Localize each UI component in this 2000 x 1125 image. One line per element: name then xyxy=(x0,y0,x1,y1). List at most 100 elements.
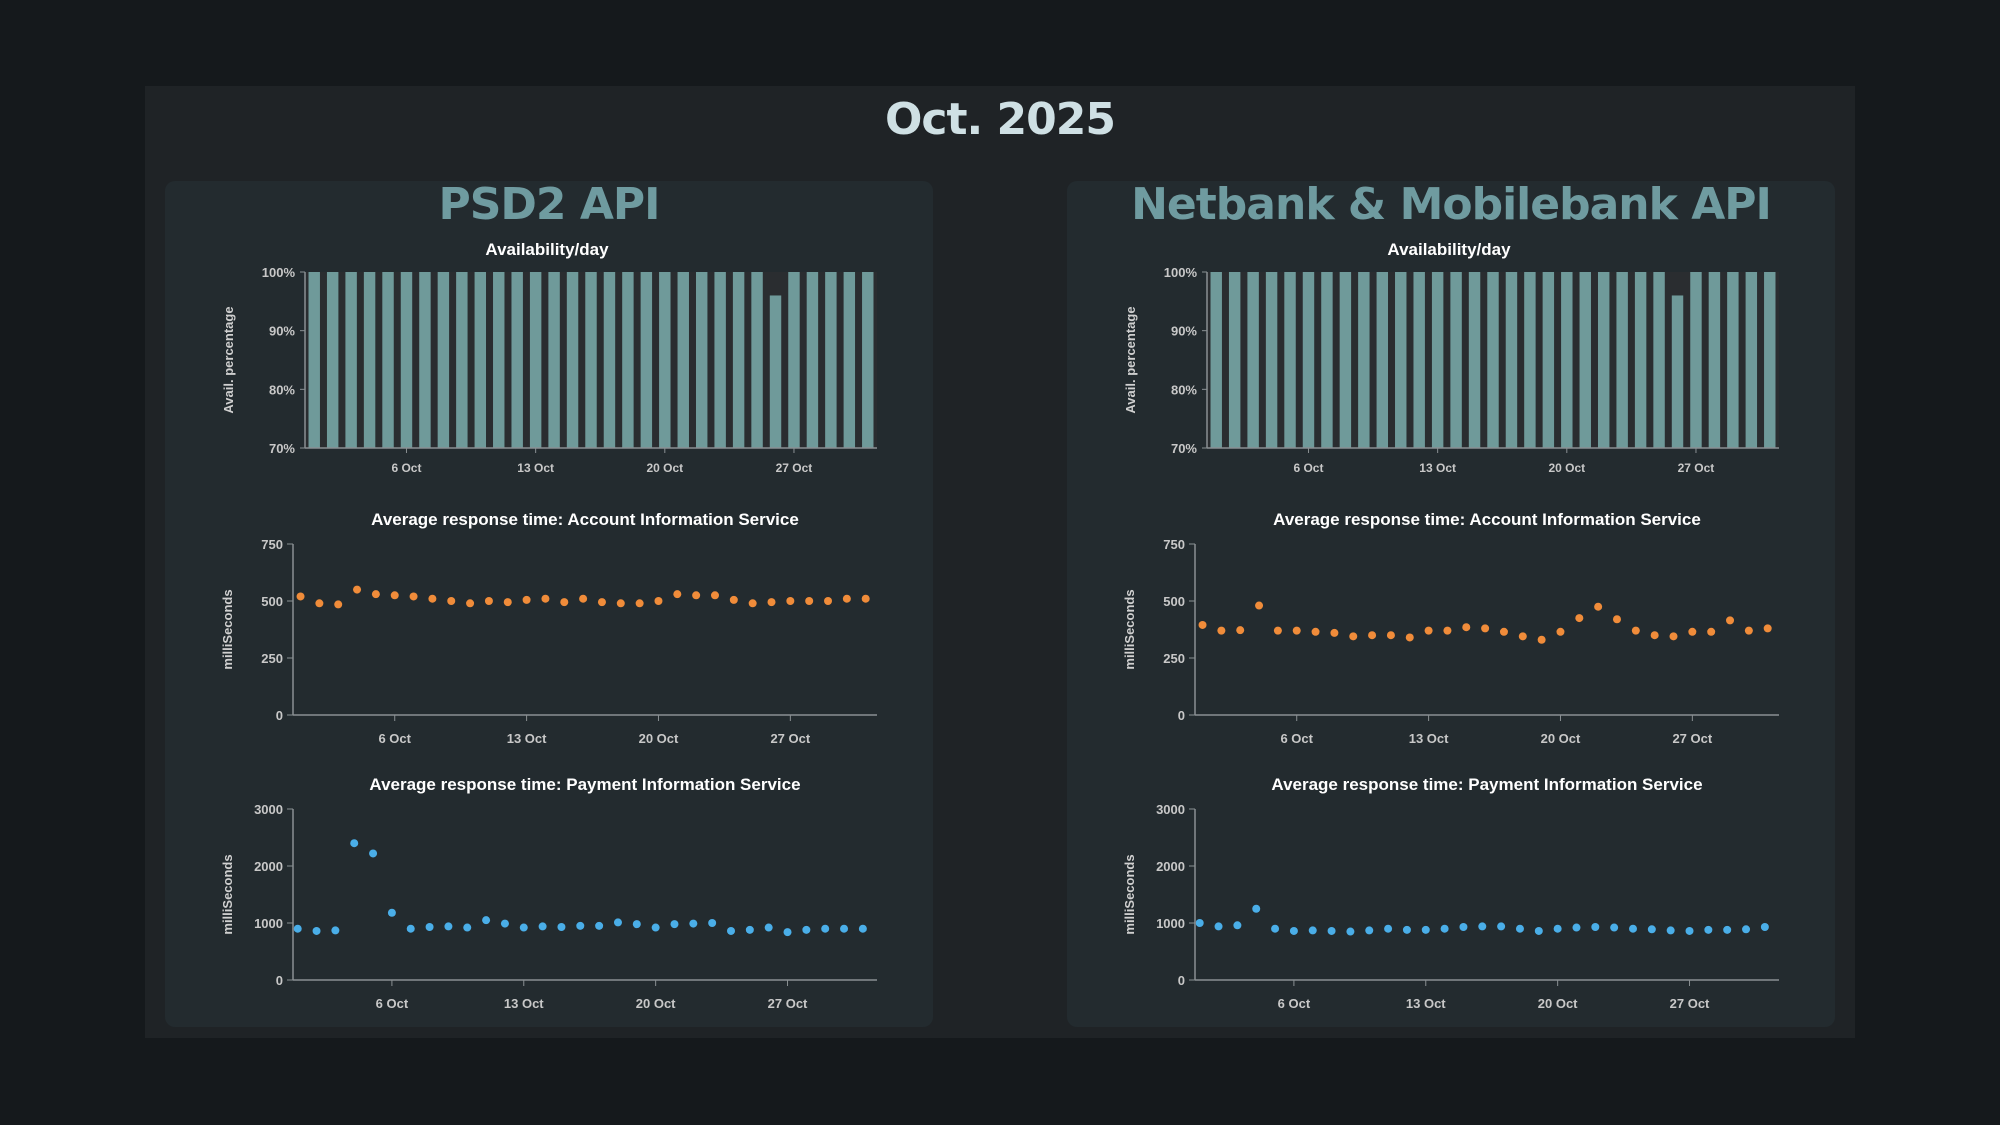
x-tick-label: 20 Oct xyxy=(646,461,683,475)
data-point xyxy=(503,598,512,607)
data-point xyxy=(1308,926,1317,935)
y-axis-title: milliSeconds xyxy=(220,589,235,669)
y-tick-label: 0 xyxy=(1178,708,1185,723)
bar xyxy=(843,272,856,448)
x-tick-label: 6 Oct xyxy=(376,996,409,1011)
x-tick-label: 20 Oct xyxy=(1548,461,1585,475)
x-tick-label: 6 Oct xyxy=(391,461,421,475)
data-point xyxy=(1760,922,1769,931)
x-tick-label: 13 Oct xyxy=(1406,996,1446,1011)
x-tick-label: 20 Oct xyxy=(636,996,676,1011)
data-point xyxy=(1707,627,1716,636)
bar xyxy=(1284,272,1296,448)
bar xyxy=(1653,272,1665,448)
data-point xyxy=(1726,616,1735,625)
data-point xyxy=(1669,632,1678,641)
y-tick-label: 1000 xyxy=(1156,916,1185,931)
x-tick-label: 20 Oct xyxy=(1538,996,1578,1011)
data-point xyxy=(692,591,701,600)
bar xyxy=(714,272,726,448)
y-tick-label: 500 xyxy=(261,594,283,609)
chart-title: Average response time: Payment Informati… xyxy=(1271,776,1702,794)
data-point xyxy=(1478,922,1487,931)
data-point xyxy=(1405,633,1414,642)
data-point xyxy=(1252,904,1261,913)
y-tick-label: 0 xyxy=(276,973,283,988)
data-point xyxy=(428,594,437,603)
y-axis-title: Avail. percentage xyxy=(1123,306,1138,413)
y-tick-label: 100% xyxy=(1164,265,1198,280)
data-point xyxy=(522,595,531,604)
y-tick-label: 3000 xyxy=(1156,802,1185,817)
data-point xyxy=(538,922,547,931)
data-point xyxy=(748,599,757,608)
data-point xyxy=(1723,925,1732,934)
bar xyxy=(695,272,708,448)
bar xyxy=(566,272,579,448)
x-tick-label: 20 Oct xyxy=(639,731,679,746)
data-point xyxy=(745,925,754,934)
x-tick-label: 6 Oct xyxy=(1280,731,1313,746)
data-point xyxy=(1327,926,1336,935)
y-tick-label: 80% xyxy=(269,382,295,397)
bar xyxy=(1708,272,1721,448)
x-tick-label: 27 Oct xyxy=(770,731,810,746)
data-point xyxy=(1349,632,1358,641)
x-tick-label: 27 Oct xyxy=(776,461,813,475)
data-point xyxy=(331,926,340,935)
page-title: Oct. 2025 xyxy=(884,94,1116,145)
x-tick-label: 20 Oct xyxy=(1541,731,1581,746)
data-point xyxy=(1497,922,1506,931)
bar xyxy=(1505,272,1518,448)
data-point xyxy=(1666,926,1675,935)
bar xyxy=(1764,272,1776,448)
data-point xyxy=(1214,922,1223,931)
y-tick-label: 1000 xyxy=(254,916,283,931)
x-tick-label: 13 Oct xyxy=(1419,461,1456,475)
bar xyxy=(1542,272,1555,448)
bar xyxy=(732,272,745,448)
data-point xyxy=(315,599,324,608)
x-tick-label: 13 Oct xyxy=(507,731,547,746)
data-point xyxy=(767,598,776,607)
chart-title: Availability/day xyxy=(485,241,609,259)
data-point xyxy=(1292,626,1301,635)
y-tick-label: 500 xyxy=(1163,594,1185,609)
y-tick-label: 70% xyxy=(269,441,295,456)
data-point xyxy=(482,916,491,925)
data-point xyxy=(1685,926,1694,935)
data-point xyxy=(1402,925,1411,934)
bar xyxy=(788,272,800,448)
data-point xyxy=(1610,923,1619,932)
data-point xyxy=(500,919,509,928)
bar xyxy=(1597,272,1610,448)
bar xyxy=(1321,272,1333,448)
data-point xyxy=(350,839,359,848)
bar xyxy=(640,272,653,448)
data-point xyxy=(444,922,453,931)
data-point xyxy=(654,597,663,605)
data-point xyxy=(1236,626,1245,635)
data-point xyxy=(613,918,622,927)
data-point xyxy=(858,924,867,933)
bar xyxy=(1671,295,1684,448)
data-point xyxy=(1198,620,1207,629)
chart-title: Average response time: Payment Informati… xyxy=(369,776,800,794)
data-point xyxy=(334,600,343,609)
y-tick-label: 70% xyxy=(1171,441,1197,456)
data-point xyxy=(1704,925,1713,934)
y-axis-title: Avail. percentage xyxy=(221,306,236,413)
bar xyxy=(1745,272,1758,448)
bar xyxy=(1210,272,1222,448)
data-point xyxy=(805,597,814,605)
data-point xyxy=(369,849,378,858)
data-point xyxy=(1594,602,1603,611)
bar xyxy=(677,272,689,448)
bar xyxy=(1690,272,1702,448)
y-tick-label: 100% xyxy=(262,265,296,280)
bar xyxy=(622,272,634,448)
ais-response-chart: Average response time: Account Informati… xyxy=(1122,511,1779,746)
bar xyxy=(382,272,394,448)
bar xyxy=(1431,272,1444,448)
data-point xyxy=(463,923,472,932)
